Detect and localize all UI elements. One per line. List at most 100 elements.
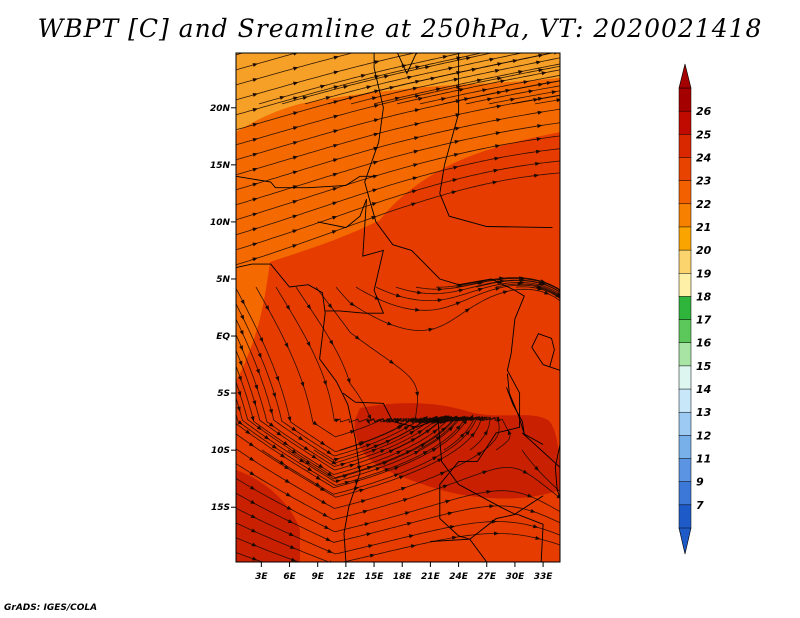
streamline <box>475 280 560 293</box>
lat-label: 20N <box>210 104 231 114</box>
streamline-arrow <box>412 86 418 91</box>
colorbar-swatch <box>678 273 692 297</box>
streamline-arrow <box>452 178 458 183</box>
streamline-arrow <box>236 406 241 412</box>
streamline-arrow <box>321 499 327 505</box>
streamline <box>258 53 464 105</box>
streamline-arrow <box>413 149 419 154</box>
streamline-arrow <box>252 400 257 406</box>
streamline-arrow <box>292 155 299 160</box>
streamline-arrow <box>372 188 378 193</box>
colorbar-swatch <box>678 411 692 436</box>
streamline-arrow <box>410 438 417 443</box>
streamline-arrow <box>315 482 321 487</box>
streamline-arrow <box>292 214 298 219</box>
latitude-axis: 20N 15N 10N 5N EQ 5S 10S 15S <box>210 104 236 513</box>
lat-label: 15N <box>210 161 231 171</box>
coastlines-borders <box>236 53 560 562</box>
streamline-arrow <box>287 416 292 422</box>
streamline-arrow <box>287 519 294 524</box>
streamline-arrow <box>306 341 311 347</box>
streamline-arrow <box>238 360 243 366</box>
streamline-arrow <box>471 67 477 72</box>
colorbar-label: 7 <box>696 499 704 512</box>
streamline-arrow <box>324 525 330 530</box>
lon-label: 24E <box>449 572 469 582</box>
streamline-arrow <box>360 74 367 78</box>
streamline-arrow <box>455 301 462 306</box>
streamline-arrow <box>464 308 471 313</box>
streamline-arrow <box>510 97 516 102</box>
streamline-arrow <box>440 427 446 432</box>
streamline-arrow <box>409 430 415 435</box>
streamline-arrow <box>329 339 334 346</box>
streamline-arrow <box>252 152 258 157</box>
chart-title: WBPT [C] and Sreamline at 250hPa, VT: 20… <box>37 14 763 43</box>
streamline-arrow <box>375 467 381 471</box>
streamline-arrow <box>406 522 413 526</box>
streamline-arrow <box>458 288 464 293</box>
streamline <box>236 537 300 562</box>
streamline-arrow <box>315 475 321 480</box>
streamline-arrow <box>288 532 295 536</box>
streamline-arrow <box>349 463 355 468</box>
streamline <box>236 53 244 56</box>
streamlines <box>236 53 560 562</box>
map-frame <box>235 52 561 563</box>
streamline-arrow <box>252 123 258 127</box>
streamline <box>236 172 560 266</box>
streamline-arrow <box>291 449 297 454</box>
streamline-arrow <box>327 549 333 553</box>
streamline-arrow <box>325 537 331 542</box>
streamline-arrow <box>302 96 308 100</box>
streamline-arrow <box>447 416 452 422</box>
streamline <box>327 53 555 105</box>
streamline-arrow <box>264 435 270 440</box>
colorbar-bottom-arrow <box>678 527 692 555</box>
streamline-arrow <box>449 525 456 529</box>
streamline-arrow <box>415 391 420 397</box>
colorbar-label: 15 <box>696 360 712 373</box>
streamline-arrow <box>306 304 311 310</box>
streamline-arrow <box>384 74 390 79</box>
streamline-arrow <box>319 486 326 492</box>
streamline-arrow <box>483 430 488 436</box>
streamline-arrow <box>348 96 355 101</box>
streamline-arrow <box>455 126 461 131</box>
streamline-arrow <box>331 460 337 465</box>
streamline-arrow <box>411 202 417 207</box>
streamline-arrow <box>360 499 367 504</box>
colorbar-swatch <box>678 203 692 228</box>
streamline <box>236 477 560 533</box>
streamline-arrow <box>252 227 258 232</box>
streamline-arrow <box>382 461 388 466</box>
colorbar: 26 25 24 23 22 21 20 19 18 17 16 15 14 13 12 11 9 7 <box>678 63 712 555</box>
streamline-arrow <box>388 449 395 454</box>
border-line-d <box>317 198 385 314</box>
streamline-arrow <box>250 514 257 519</box>
streamline <box>236 94 560 176</box>
streamline-arrow <box>292 229 298 234</box>
streamline-arrow <box>259 337 264 343</box>
streamline <box>281 53 494 105</box>
streamline-arrow <box>535 536 541 540</box>
colorbar-swatch <box>678 435 692 460</box>
border-line-g <box>522 432 560 468</box>
streamline-arrow <box>415 65 421 70</box>
streamline-arrow <box>333 70 339 75</box>
lat-label: 5S <box>217 389 230 399</box>
streamline-arrow <box>489 57 495 62</box>
streamline-arrow <box>369 553 376 558</box>
streamline-arrow <box>290 557 297 562</box>
streamline-arrow <box>448 66 454 71</box>
streamline-arrow <box>327 303 333 309</box>
streamline-arrow <box>470 432 475 438</box>
streamline-arrow <box>374 104 380 108</box>
colorbar-swatch <box>678 296 692 321</box>
streamline-arrow <box>528 89 534 94</box>
streamline-arrow <box>332 201 338 206</box>
streamline-arrow <box>417 430 423 435</box>
streamline-arrow <box>414 450 420 455</box>
streamline-arrow <box>303 446 309 451</box>
streamline-arrow <box>517 282 523 286</box>
